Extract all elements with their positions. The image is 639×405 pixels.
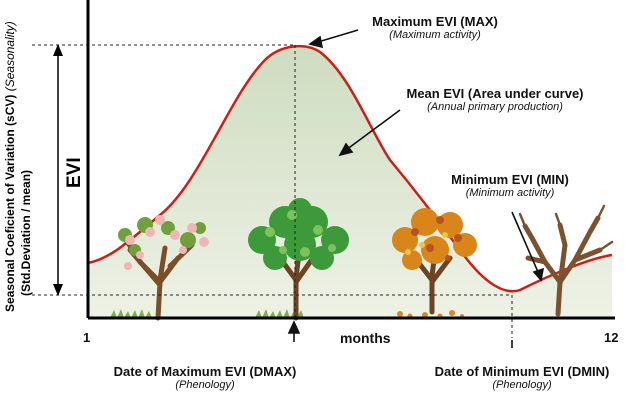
x-axis-end: 12 xyxy=(604,330,619,345)
y-axis-title-scv: Seasonal Coeficient of Variation (sCV) xyxy=(3,94,17,312)
max-annotation: Maximum EVI (MAX) (Maximum activity) xyxy=(372,14,498,41)
max-subtitle: (Maximum activity) xyxy=(389,29,481,41)
green-summer-tree-icon xyxy=(248,198,349,321)
dmax-annotation: Date of Maximum EVI (DMAX) (Phenology) xyxy=(114,364,297,391)
dmax-subtitle: (Phenology) xyxy=(175,379,235,391)
bare-winter-tree-icon xyxy=(518,204,614,317)
min-annotation: Minimum EVI (MIN) (Minimum activity) xyxy=(451,172,569,199)
orange-autumn-tree-icon xyxy=(392,208,477,315)
mean-subtitle: (Annual primary production) xyxy=(427,101,563,113)
y-axis-title-line2: (Std.Deviation / mean) xyxy=(19,169,33,296)
x-axis-label: months xyxy=(340,330,391,346)
max-title: Maximum EVI (MAX) xyxy=(372,14,498,29)
evi-curve xyxy=(87,45,613,293)
flowering-spring-tree-icon xyxy=(118,215,209,321)
y-axis-title-line1: Seasonal Coeficient of Variation (sCV) (… xyxy=(3,21,17,312)
min-title: Minimum EVI (MIN) xyxy=(451,172,569,187)
mean-title: Mean EVI (Area under curve) xyxy=(406,86,584,101)
area-under-curve xyxy=(88,46,612,318)
annotation-arrows xyxy=(287,29,545,348)
y-axis-symbol: EVI xyxy=(64,157,85,188)
dmax-title: Date of Maximum EVI (DMAX) xyxy=(113,364,297,379)
guide-lines xyxy=(32,44,513,338)
dmin-annotation: Date of Minimum EVI (DMIN) (Phenology) xyxy=(435,364,610,391)
dmin-title: Date of Minimum EVI (DMIN) xyxy=(434,364,610,379)
min-subtitle: (Minimum activity) xyxy=(465,187,555,199)
dmin-subtitle: (Phenology) xyxy=(492,379,552,391)
scv-range-arrow xyxy=(53,44,63,296)
grass-strip xyxy=(110,309,304,318)
y-axis-title-seasonality: (Seasonality) xyxy=(3,21,17,92)
x-axis-start: 1 xyxy=(83,330,91,345)
mean-annotation: Mean EVI (Area under curve) (Annual prim… xyxy=(407,86,584,113)
